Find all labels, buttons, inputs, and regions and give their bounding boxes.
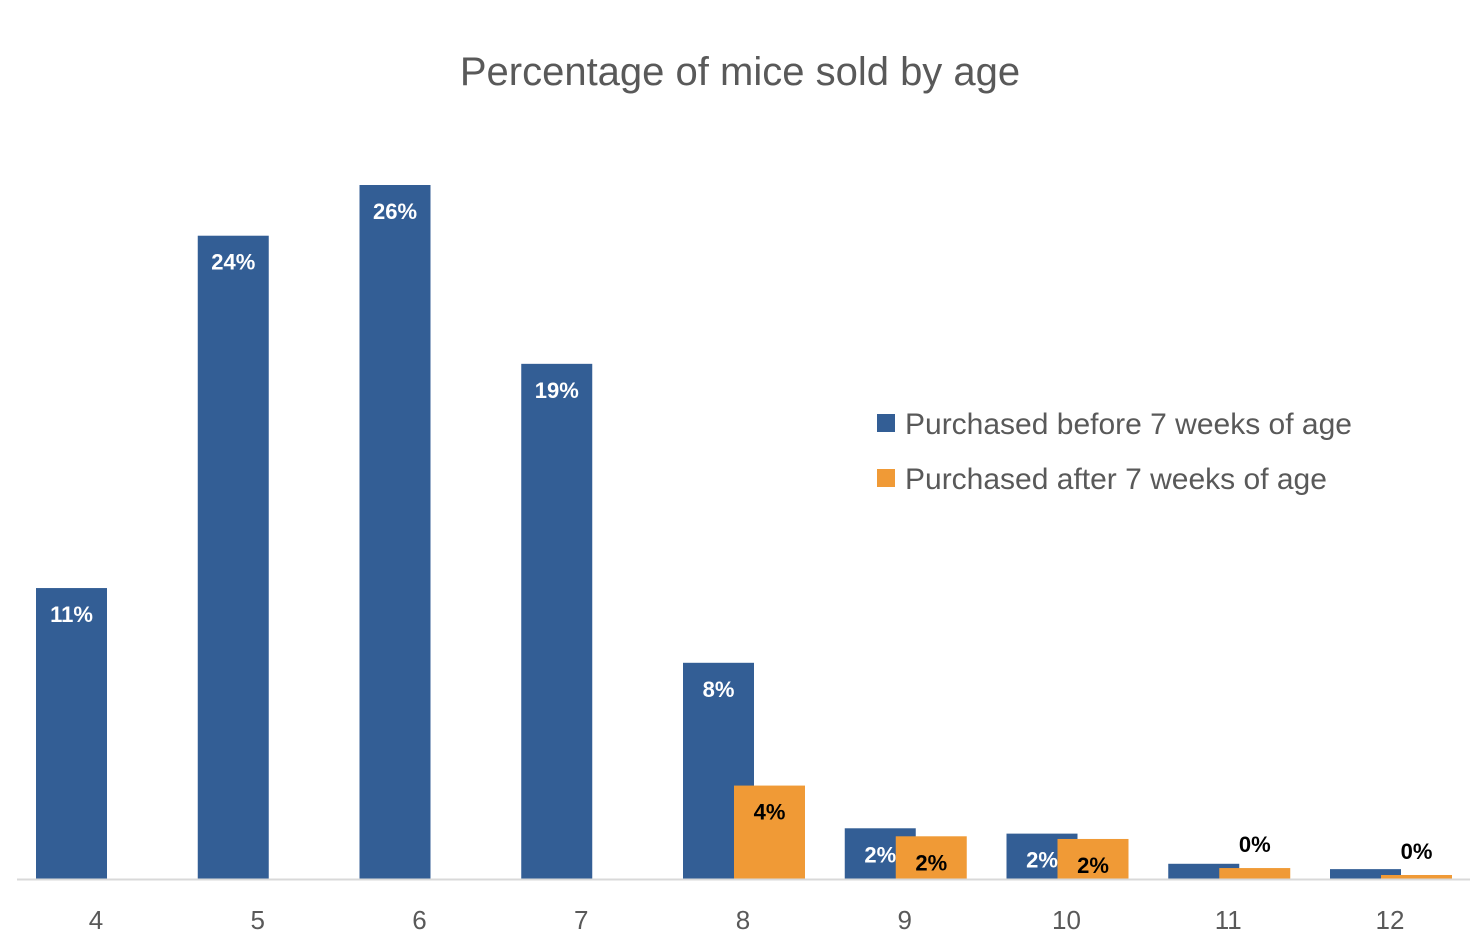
bar-before-12 (1330, 869, 1401, 879)
x-tick-label: 10 (1052, 905, 1081, 935)
x-tick-label: 5 (251, 905, 265, 935)
x-tick-label: 9 (898, 905, 912, 935)
data-label: 8% (703, 677, 735, 702)
chart-title: Percentage of mice sold by age (460, 50, 1020, 94)
data-label: 0% (1401, 839, 1433, 864)
data-label: 26% (373, 199, 417, 224)
legend-swatch (877, 414, 895, 432)
legend-entry: Purchased before 7 weeks of age (905, 408, 1352, 441)
data-label: 2% (915, 850, 947, 875)
legend-entry: Purchased after 7 weeks of age (905, 463, 1327, 496)
bar-after-9 (895, 836, 967, 879)
bar-before-5 (197, 235, 269, 879)
bar-after-11 (1219, 868, 1291, 879)
data-label: 2% (1026, 848, 1058, 873)
legend-swatch (877, 469, 895, 487)
bar-before-4 (36, 588, 107, 879)
data-label: 0% (1239, 832, 1271, 857)
bar-after-8 (734, 785, 805, 879)
data-label: 19% (535, 378, 579, 403)
data-label: 11% (50, 602, 93, 627)
data-label: 24% (211, 250, 255, 275)
data-label: 4% (754, 800, 786, 825)
x-tick-label: 4 (89, 905, 103, 935)
bar-after-12 (1381, 874, 1452, 879)
bar-before-7 (521, 363, 593, 879)
x-tick-label: 8 (736, 905, 750, 935)
bar-after-10 (1057, 838, 1129, 879)
x-tick-label: 7 (574, 905, 588, 935)
data-label: 2% (864, 842, 896, 867)
x-tick-label: 6 (412, 905, 426, 935)
x-tick-label: 11 (1215, 905, 1242, 935)
x-tick-label: 12 (1376, 905, 1405, 935)
data-label: 2% (1077, 853, 1109, 878)
bar-before-6 (359, 185, 431, 879)
